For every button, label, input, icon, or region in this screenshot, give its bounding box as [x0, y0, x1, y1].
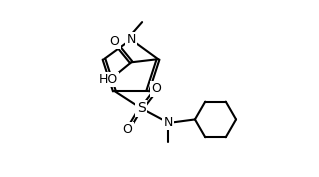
Text: S: S	[137, 101, 145, 115]
Text: N: N	[126, 33, 136, 46]
Text: O: O	[122, 123, 132, 136]
Text: O: O	[152, 82, 161, 95]
Text: HO: HO	[99, 73, 118, 86]
Text: N: N	[163, 116, 173, 129]
Text: O: O	[109, 35, 119, 48]
